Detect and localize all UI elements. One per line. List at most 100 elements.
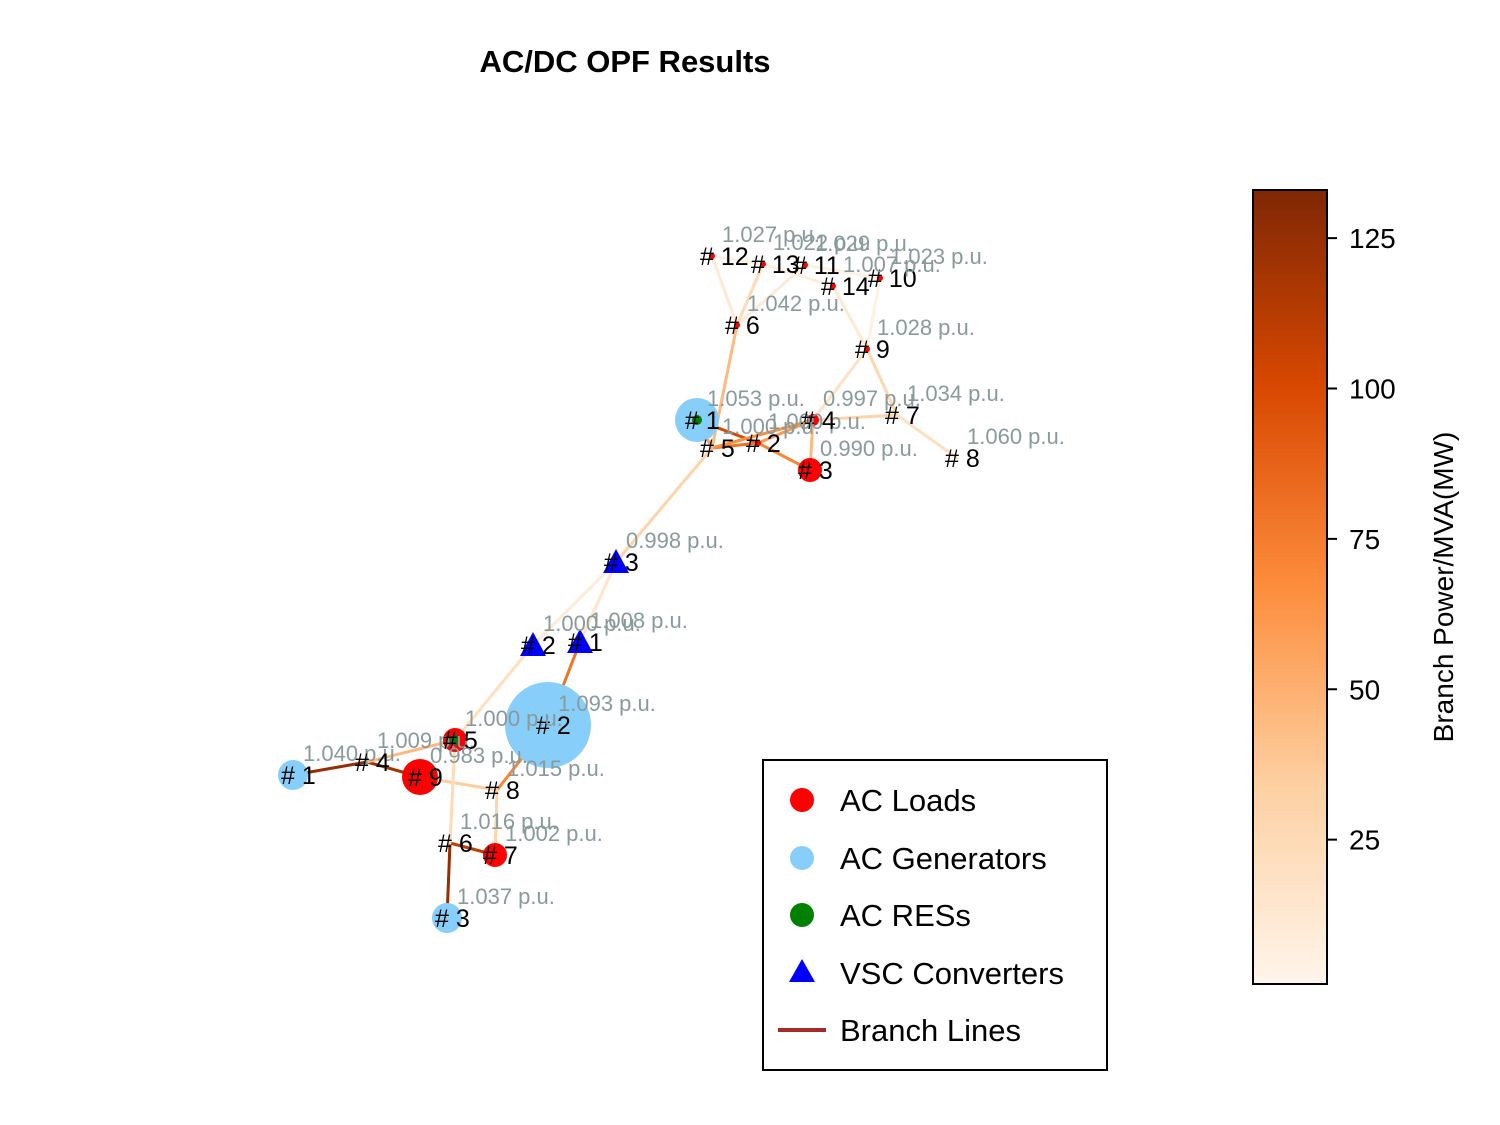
bus-voltage-label: 1.002 p.u. xyxy=(505,821,603,846)
bus-voltage-label: 1.042 p.u. xyxy=(747,291,845,316)
load-marker xyxy=(709,253,715,259)
branch-line xyxy=(831,284,869,351)
bus-voltage-label: 1.029 p.u. xyxy=(815,231,913,256)
res-marker xyxy=(450,735,460,745)
bus-number-label: # 13 xyxy=(751,251,800,279)
branch-line xyxy=(710,418,815,450)
bus-number-label: # 8 xyxy=(485,777,520,805)
bus-voltage-label: 1.053 p.u. xyxy=(707,386,805,411)
branch-line xyxy=(448,738,457,845)
bus-voltage-label: 1.060 p.u. xyxy=(967,424,1065,449)
bus-number-label: # 3 xyxy=(435,905,470,933)
bus-number-label: # 8 xyxy=(945,445,980,473)
bus-voltage-label: 1.027 p.u. xyxy=(722,222,820,247)
bus-voltage-label: 1.037 p.u. xyxy=(457,884,555,909)
bus-voltage-label: 0.990 p.u. xyxy=(820,436,918,461)
legend-load-marker xyxy=(790,788,814,812)
bus-voltage-label: 1.016 p.u. xyxy=(460,809,558,834)
branch-line xyxy=(895,413,959,460)
bus-voltage-label: 0.983 p.u. xyxy=(430,743,528,768)
bus-voltage-label: 1.023 p.u. xyxy=(890,244,988,269)
bus-number-label: # 6 xyxy=(725,312,760,340)
bus-number-label: # 14 xyxy=(821,273,870,301)
bus-number-label: # 1 xyxy=(685,407,720,435)
load-marker xyxy=(798,458,822,482)
legend: AC Loads AC Generators AC RESs VSC Conve… xyxy=(762,759,1108,1071)
bus-number-label: # 6 xyxy=(438,830,473,858)
bus-voltage-label: 1.000 p.u. xyxy=(722,414,820,439)
legend-res-marker xyxy=(790,903,814,927)
bus-number-label: # 7 xyxy=(885,402,920,430)
bus-voltage-label: 1.040 p.u. xyxy=(303,741,401,766)
bus-voltage-label: 1.000 p.u. xyxy=(543,611,641,636)
bus-number-label: # 11 xyxy=(793,252,840,280)
bus-number-label: # 3 xyxy=(798,457,833,485)
legend-label-branches: Branch Lines xyxy=(840,1013,1021,1048)
load-marker xyxy=(760,261,766,267)
load-marker xyxy=(807,414,819,426)
bus-number-label: # 3 xyxy=(604,549,639,577)
load-marker xyxy=(802,262,808,268)
branch-line xyxy=(531,560,618,647)
colorbar-gradient xyxy=(1252,189,1328,985)
bus-number-label: # 7 xyxy=(483,842,518,870)
bus-voltage-label: 0.998 p.u. xyxy=(626,528,724,553)
bus-number-label: # 2 xyxy=(536,712,571,740)
branch-line xyxy=(710,254,739,327)
bus-voltage-label: 0.997 p.u. xyxy=(823,386,921,411)
branch-line xyxy=(865,276,882,351)
bus-voltage-label: 1.007 p.u. xyxy=(843,252,941,277)
colorbar-tick-label: 125 xyxy=(1349,223,1396,254)
bus-voltage-label: 1.015 p.u. xyxy=(507,756,605,781)
bus-voltage-label: 1.034 p.u. xyxy=(907,381,1005,406)
load-marker xyxy=(755,440,761,446)
bus-number-label: # 12 xyxy=(700,243,749,271)
legend-label-converters: VSC Converters xyxy=(840,956,1064,991)
bus-number-label: # 2 xyxy=(746,430,781,458)
bus-number-label: # 9 xyxy=(855,336,890,364)
generator-marker xyxy=(432,903,462,933)
branch-line xyxy=(811,413,899,422)
branch-line xyxy=(811,347,869,422)
bus-number-label: # 2 xyxy=(521,632,556,660)
bus-voltage-label: 1.009 p.u. xyxy=(377,728,475,753)
branch-line xyxy=(365,738,457,764)
load-marker xyxy=(864,346,870,352)
bus-number-label: # 5 xyxy=(443,727,478,755)
converter-marker xyxy=(567,629,593,654)
load-marker xyxy=(734,322,740,328)
load-marker xyxy=(402,759,438,795)
colorbar-tick-label: 50 xyxy=(1349,674,1380,705)
bus-voltage-label: 1.022 p.u. xyxy=(773,230,871,255)
converter-marker xyxy=(520,632,546,657)
res-marker xyxy=(692,415,702,425)
branch-line xyxy=(865,347,899,417)
branch-line xyxy=(710,254,765,266)
colorbar-ticks: 25 50 75 100 125 xyxy=(1327,223,1396,856)
generator-marker xyxy=(278,760,308,790)
bus-number-label: # 4 xyxy=(801,407,836,435)
generator-marker xyxy=(505,682,591,768)
colorbar: 25 50 75 100 125 Branch Power/MVA(MW) xyxy=(1252,189,1459,985)
branch-line xyxy=(453,643,535,742)
bus-markers xyxy=(278,253,883,933)
bus-labels: # 11.040 p.u.# 21.093 p.u.# 31.037 p.u.#… xyxy=(281,222,1065,933)
bus-number-label: # 9 xyxy=(408,764,443,792)
branch-line xyxy=(614,446,714,564)
bus-number-label: # 1 xyxy=(568,629,603,657)
bus-number-label: # 5 xyxy=(700,435,735,463)
bus-number-label: # 10 xyxy=(868,265,917,293)
branch-line xyxy=(803,263,882,280)
legend-label-res: AC RESs xyxy=(840,898,971,933)
colorbar-label: Branch Power/MVA(MW) xyxy=(1428,432,1459,743)
branch-line xyxy=(761,262,835,288)
colorbar-tick-label: 75 xyxy=(1349,524,1380,555)
bus-voltage-label: 1.093 p.u. xyxy=(558,691,656,716)
legend-label-generators: AC Generators xyxy=(840,841,1047,876)
bus-number-label: # 4 xyxy=(355,749,390,777)
bus-voltage-label: 1.008 p.u. xyxy=(590,608,688,633)
legend-generator-marker xyxy=(790,846,814,870)
bus-voltage-label: 1.000 p.u. xyxy=(465,706,563,731)
legend-frame xyxy=(762,759,1108,1071)
